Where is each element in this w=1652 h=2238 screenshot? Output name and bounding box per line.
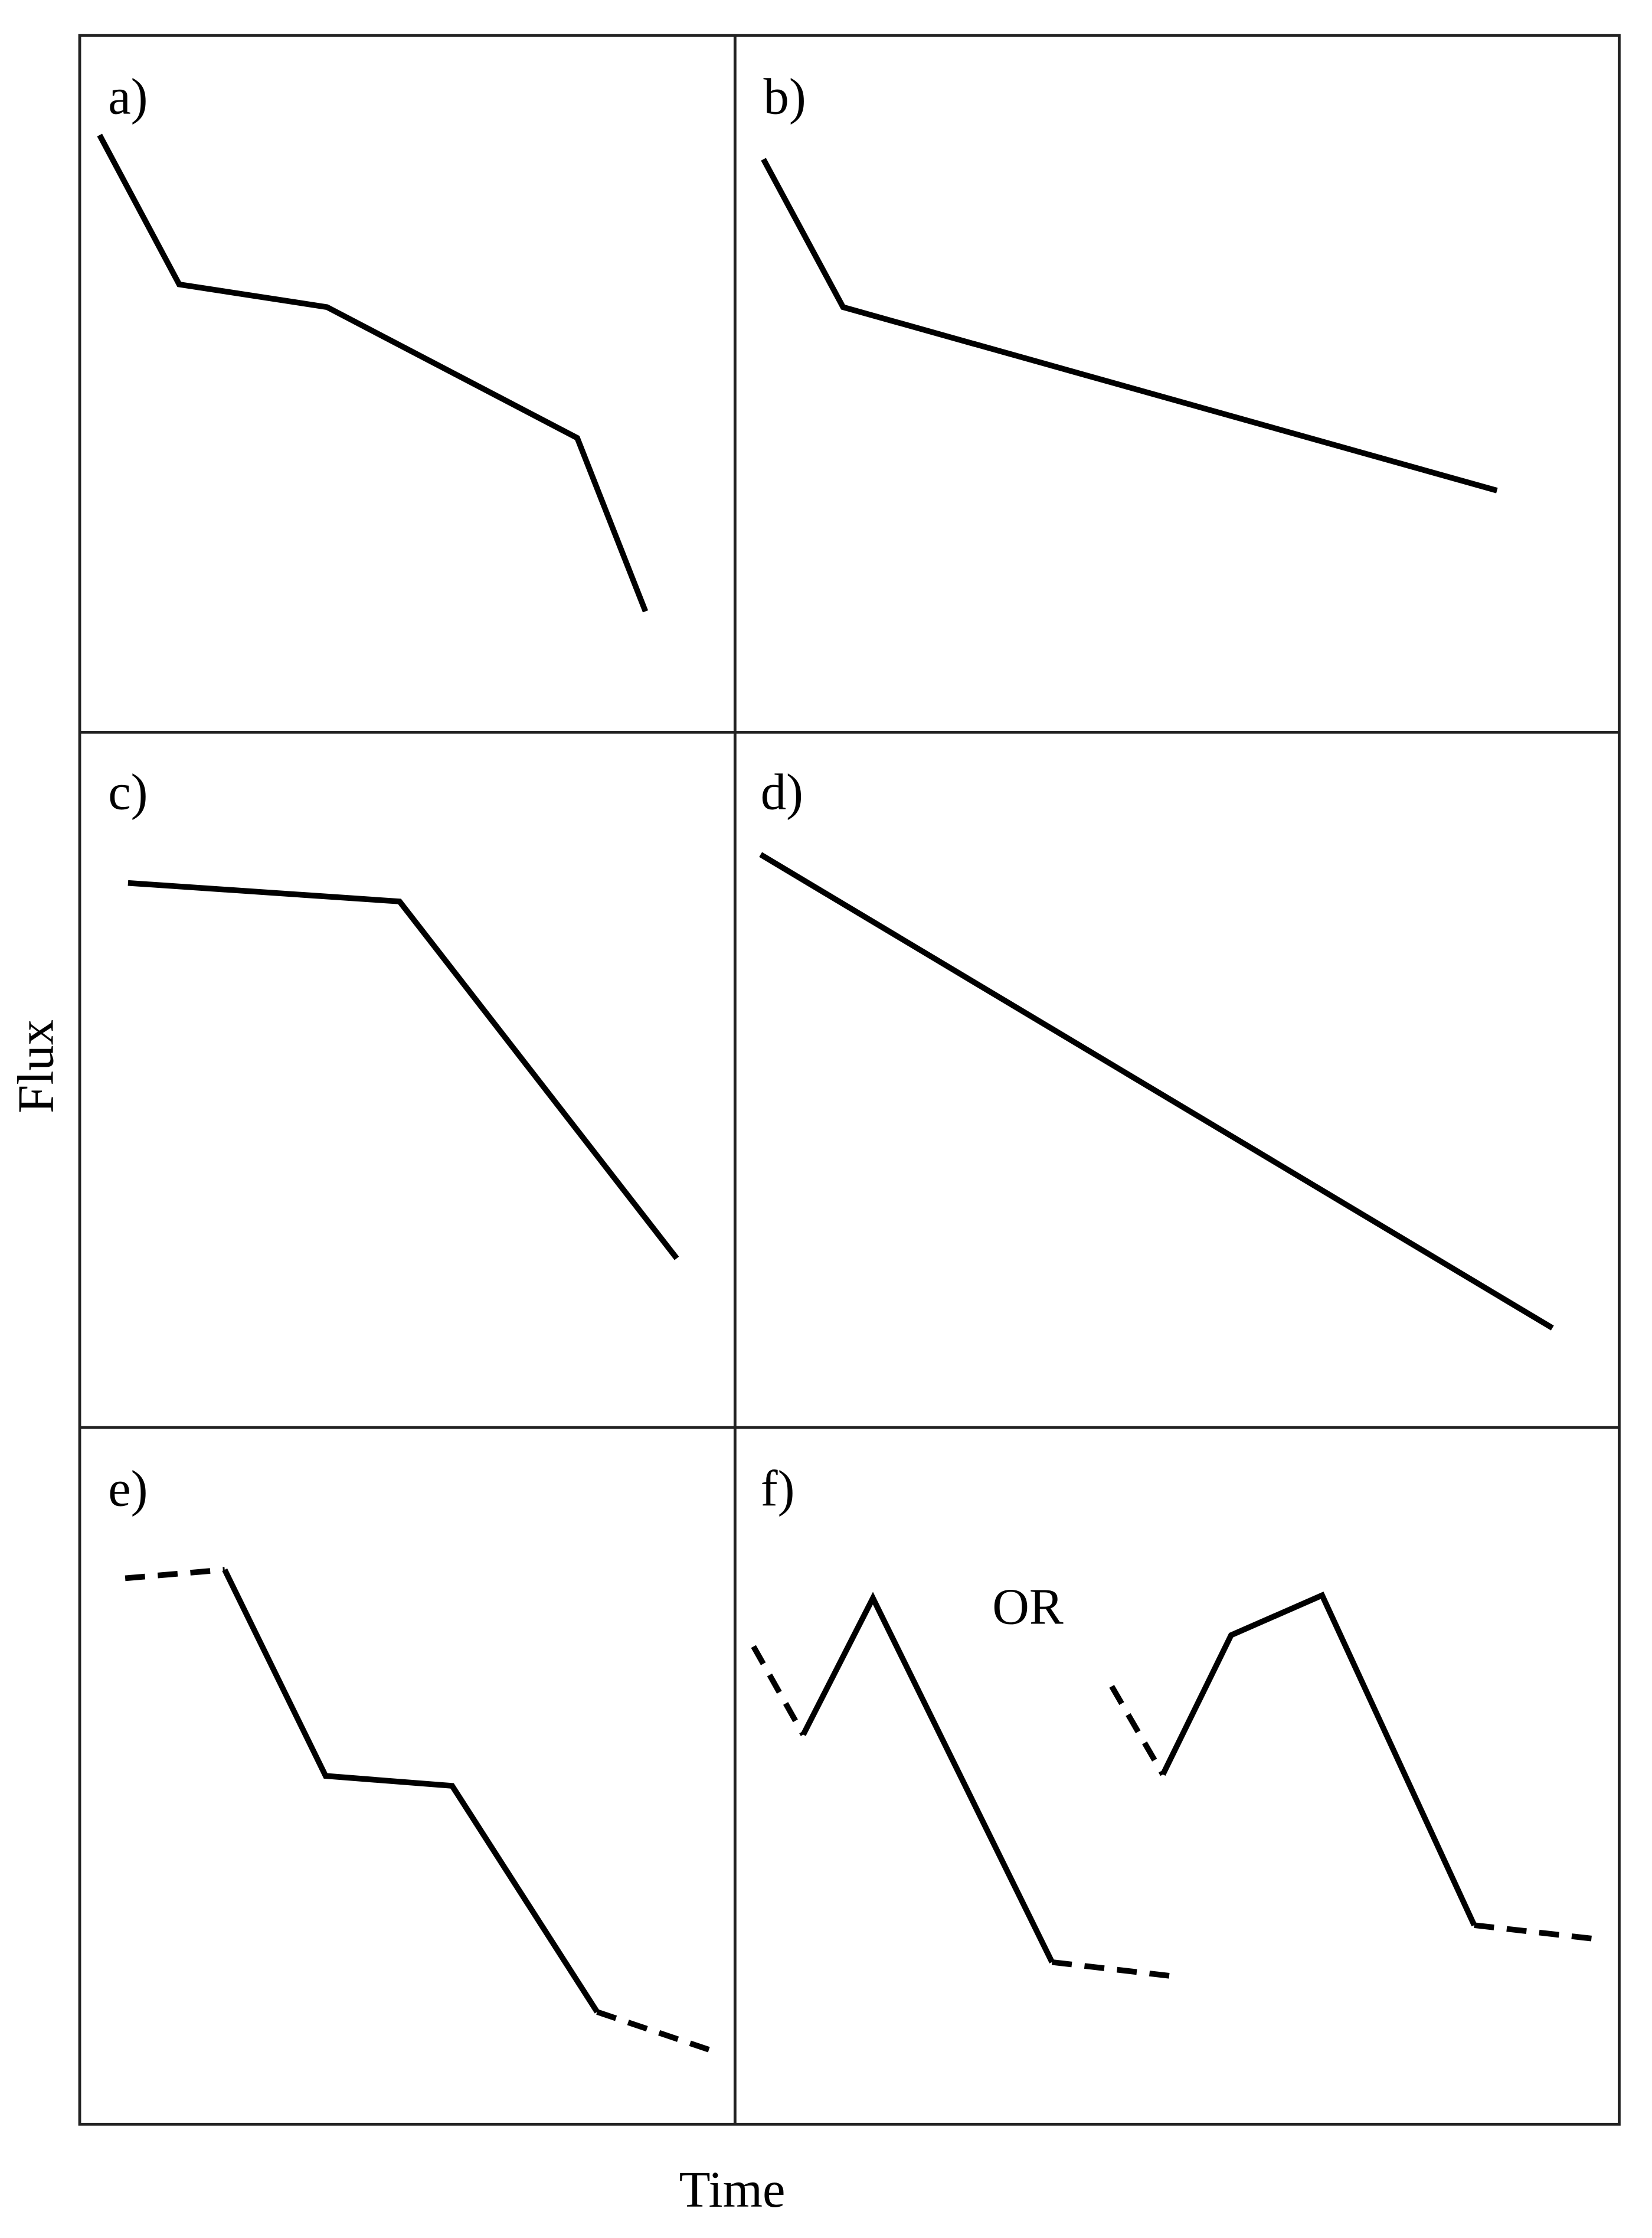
- x-axis-label: Time: [679, 2161, 786, 2218]
- outer-frame: [78, 34, 1621, 2126]
- curve: [761, 158, 1498, 494]
- curve: [800, 1592, 1055, 1963]
- curve: [222, 1568, 600, 2014]
- curve-dashed: [1109, 1685, 1166, 1776]
- curve: [97, 133, 649, 613]
- panel-label: e): [108, 1461, 148, 1517]
- y-axis-label: Flux: [7, 1020, 64, 1113]
- curve-dashed: [1051, 1959, 1175, 1979]
- annotation: OR: [992, 1579, 1064, 1635]
- panel-label: d): [761, 763, 803, 820]
- curve: [1160, 1592, 1477, 1927]
- curve-dashed: [596, 2009, 712, 2053]
- curve-dashed: [751, 1645, 806, 1736]
- panel-label: f): [761, 1461, 795, 1517]
- curve: [759, 852, 1554, 1331]
- panel-label: a): [108, 68, 148, 125]
- panel-label: b): [764, 68, 806, 125]
- panel-label: c): [108, 763, 148, 820]
- curve-dashed: [125, 1567, 225, 1582]
- curve: [127, 880, 679, 1260]
- curve-dashed: [1474, 1922, 1600, 1942]
